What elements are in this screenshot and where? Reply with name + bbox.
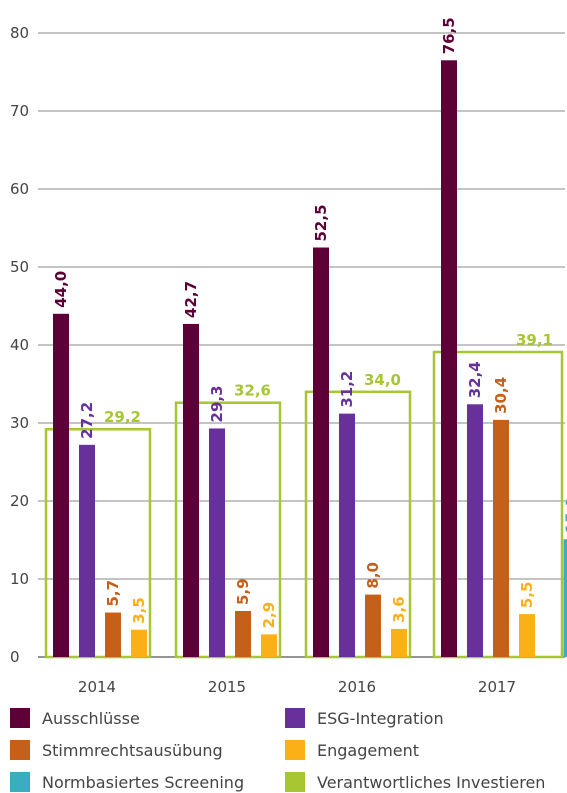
value-label: 3,6 [390,596,408,623]
value-label: 29,3 [208,385,226,422]
value-label: 30,4 [492,377,510,414]
chart: 0 10 20 30 40 50 60 70 80 29,2 44,0 27,2 5,7 3,5 2014 3… [10,17,567,696]
y-tick-label: 60 [10,180,29,198]
x-tick-label: 2016 [338,678,376,696]
legend-label: Ausschlüsse [42,708,140,728]
value-label: 3,5 [130,597,148,624]
legend-label: Stimmrechtsausübung [42,740,223,760]
legend-item: Verantwortliches Investieren [285,771,545,793]
value-label: 31,2 [338,371,356,408]
legend-label: ESG-Integration [317,708,444,728]
value-label: 32,6 [234,382,271,400]
value-label: 34,0 [364,371,401,389]
legend-label: Normbasiertes Screening [42,772,245,792]
x-tick-label: 2014 [78,678,116,696]
outline-bar-verantwortliches-investieren [304,390,412,659]
bar [183,323,199,657]
y-tick-label: 80 [10,24,29,42]
bar [391,628,407,657]
value-label: 15,1 [563,496,567,533]
value-label: 5,5 [518,582,536,609]
legend-item: Ausschlüsse [10,707,140,729]
y-tick-label: 10 [10,570,29,588]
legend-swatch [285,740,305,760]
value-label: 29,2 [104,408,141,426]
value-label: 44,0 [52,271,70,308]
value-label: 8,0 [364,562,382,589]
value-label: 52,5 [312,204,330,241]
legend: Ausschlüsse ESG-Integration Stimmrechtsaus… [0,700,567,793]
value-label: 42,7 [182,281,200,318]
bar [53,313,69,657]
y-tick-label: 40 [10,336,29,354]
outline-bar-verantwortliches-investieren [174,401,282,659]
bar [519,614,535,657]
bar [79,444,95,657]
legend-label: Engagement [317,740,420,760]
bar [261,634,277,657]
legend-item: Normbasiertes Screening [10,771,244,793]
bar [493,419,509,657]
bar [441,60,457,658]
y-tick-label: 0 [10,648,20,666]
legend-item: Engagement [285,739,419,761]
legend-swatch [10,772,30,792]
y-tick-label: 20 [10,492,29,510]
y-tick-label: 50 [10,258,29,276]
bar [313,247,329,657]
legend-swatch [10,740,30,760]
y-tick-label: 70 [10,102,29,120]
bar [235,610,251,657]
legend-item: Stimmrechtsausübung [10,739,223,761]
bar [339,413,355,657]
value-label: 39,1 [516,331,553,349]
bar [209,428,225,657]
bar [563,539,567,657]
bar [131,629,147,657]
outline-bar-verantwortliches-investieren [44,427,152,659]
value-label: 76,5 [440,17,458,54]
x-tick-label: 2017 [478,678,516,696]
legend-swatch [10,708,30,728]
y-tick-label: 30 [10,414,29,432]
value-label: 32,4 [466,361,484,398]
x-tick-label: 2015 [208,678,246,696]
value-label: 5,9 [234,578,252,605]
legend-swatch [285,708,305,728]
legend-label: Verantwortliches Investieren [317,772,546,792]
bar [365,594,381,657]
value-label: 27,2 [78,402,96,439]
bar [105,612,121,657]
bar [467,404,483,657]
value-label: 5,7 [104,580,122,607]
legend-item: ESG-Integration [285,707,444,729]
legend-swatch [285,772,305,792]
value-label: 2,9 [260,602,278,629]
